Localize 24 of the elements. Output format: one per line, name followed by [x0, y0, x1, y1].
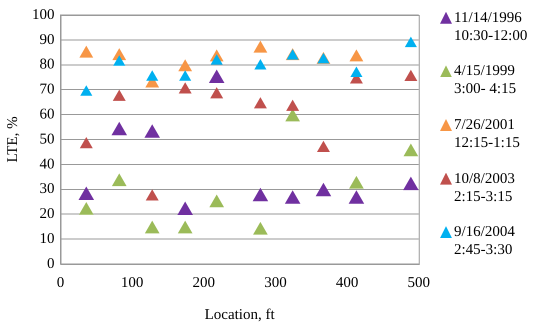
legend-label: 11/14/1996 10:30-12:00: [454, 8, 528, 45]
x-axis-title: Location, ft: [204, 306, 276, 323]
x-tick-label: 500: [408, 274, 430, 291]
x-tick-label: 0: [56, 274, 64, 291]
legend-label: 4/15/1999 3:00- 4:15: [454, 62, 516, 98]
legend-label: 9/16/2004 2:45-3:30: [454, 223, 515, 260]
y-tick-label: 30: [40, 181, 54, 198]
y-tick-label: 10: [40, 231, 54, 248]
y-tick-label: 40: [40, 156, 54, 172]
x-tick-label: 300: [264, 274, 287, 291]
y-tick-label: 60: [40, 106, 54, 123]
legend-label: 10/8/2003 2:15-3:15: [454, 170, 515, 206]
y-tick-label: 20: [40, 206, 54, 222]
y-axis-title: LTE, %: [4, 116, 21, 163]
y-tick-label: 0: [47, 256, 54, 272]
x-tick-label: 200: [192, 274, 216, 291]
y-tick-label: 100: [32, 6, 54, 23]
y-tick-label: 90: [40, 32, 54, 48]
legend-label: 7/26/2001 12:15-1:15: [454, 116, 520, 152]
x-tick-label: 100: [120, 274, 144, 291]
x-tick-label: 400: [336, 274, 358, 291]
y-tick-label: 50: [40, 131, 54, 148]
y-tick-label: 70: [40, 82, 54, 98]
y-tick-label: 80: [40, 56, 54, 73]
